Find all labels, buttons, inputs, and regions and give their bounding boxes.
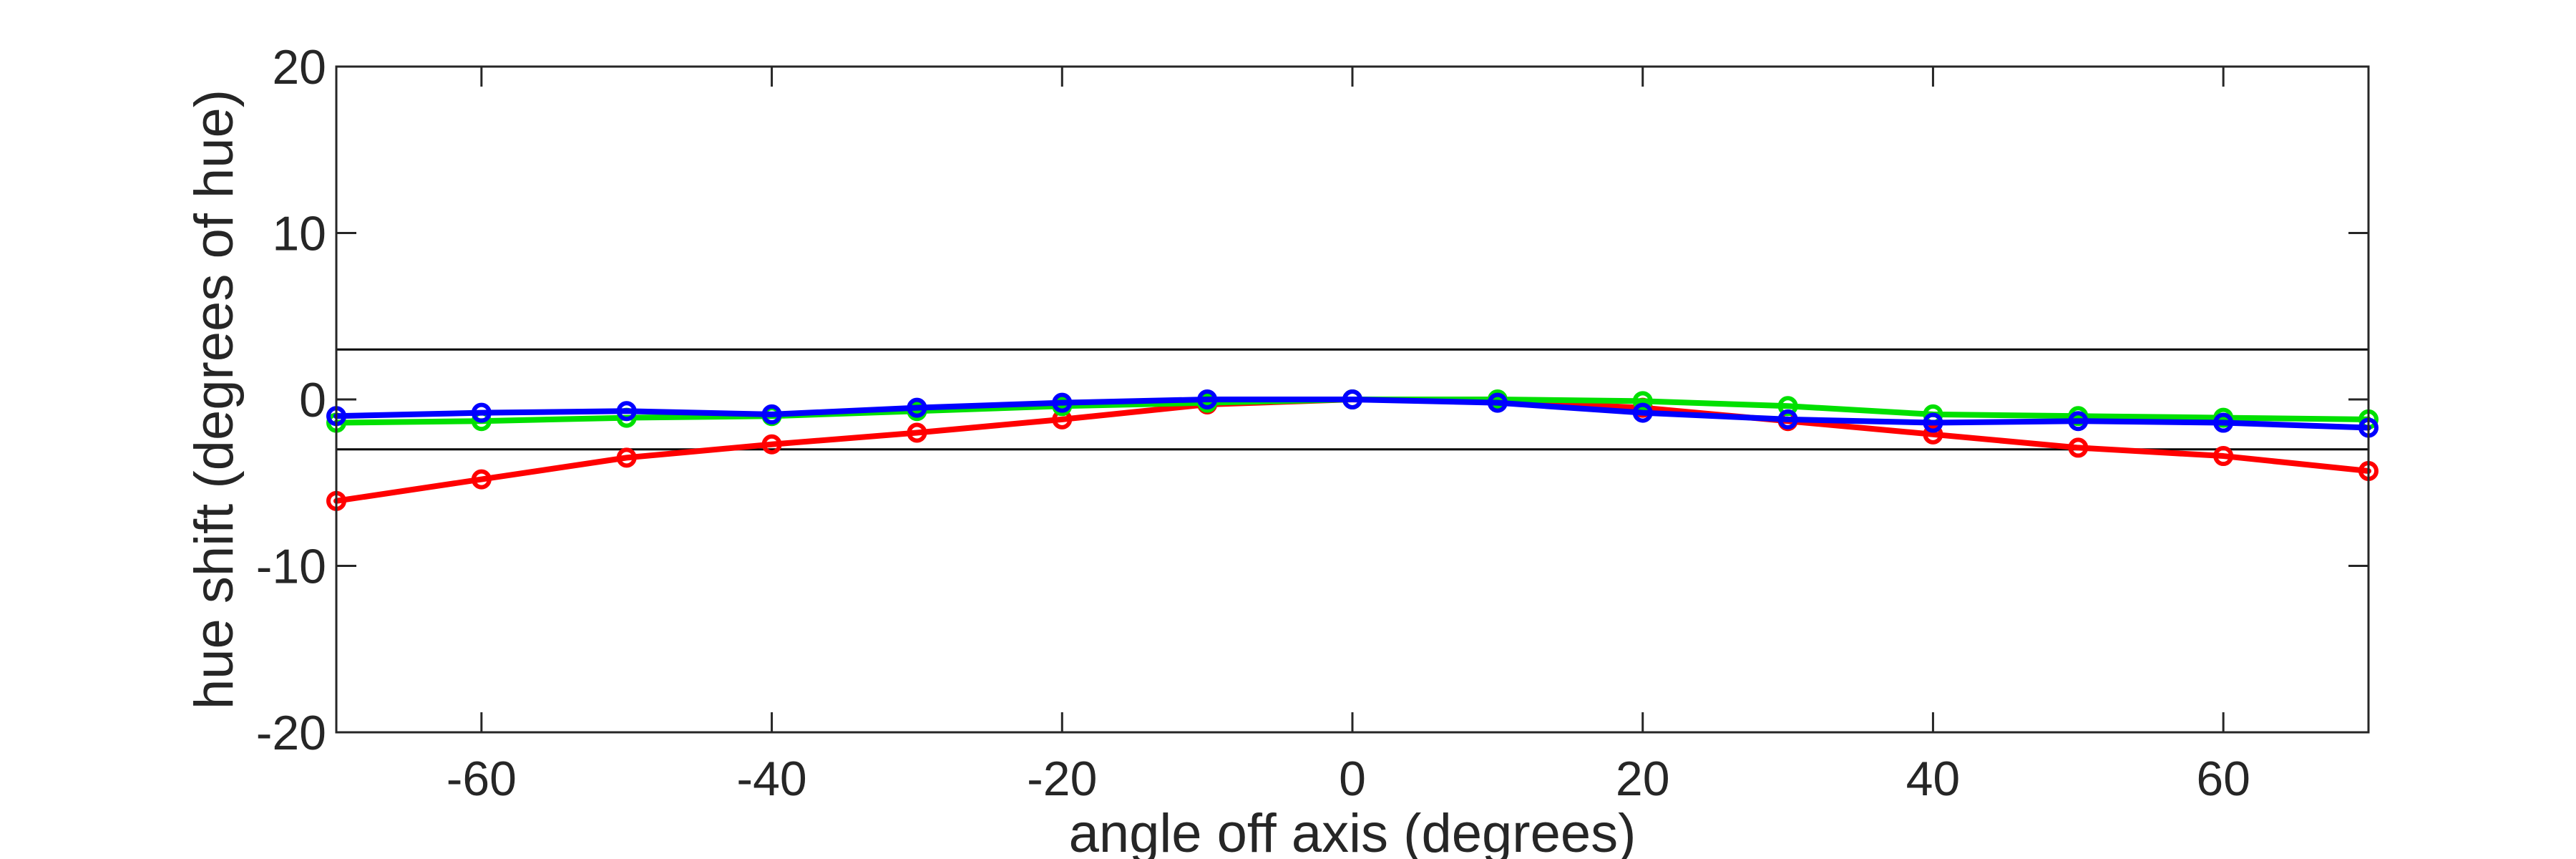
data-point <box>471 402 492 423</box>
data-point <box>2068 411 2089 432</box>
series-2 <box>326 389 2379 438</box>
x-tick-label: -20 <box>1027 752 1097 806</box>
data-point <box>616 447 637 468</box>
x-tick-label: 60 <box>2196 752 2250 806</box>
x-tick-label: 0 <box>1339 752 1366 806</box>
x-tick-label: 40 <box>1906 752 1961 806</box>
data-point <box>2213 446 2234 467</box>
axis-ticks <box>336 65 2368 734</box>
data-point <box>1487 392 1508 413</box>
series-line <box>333 397 2371 431</box>
tick-labels: -60 -40 -20 0 20 40 60 -20 -10 0 10 20 <box>256 40 2250 806</box>
data-point <box>761 404 782 424</box>
y-tick-label: -20 <box>256 706 326 760</box>
data-point <box>1632 402 1653 423</box>
data-point <box>1052 392 1073 413</box>
data-point <box>1342 389 1362 409</box>
data-point <box>1777 396 1798 417</box>
y-tick-label: -10 <box>256 540 326 594</box>
data-point <box>1777 409 1798 430</box>
x-axis-label: angle off axis (degrees) <box>1069 803 1636 859</box>
data-point <box>1923 412 1943 433</box>
x-tick-label: -40 <box>736 752 806 806</box>
y-tick-label: 10 <box>272 207 326 261</box>
data-point <box>2068 437 2089 458</box>
y-tick-label: 20 <box>272 40 326 94</box>
data-point <box>761 434 782 455</box>
data-point <box>1632 391 1653 412</box>
data-point <box>907 397 927 418</box>
y-tick-label: 0 <box>299 373 326 427</box>
data-point <box>616 401 637 422</box>
reference-lines <box>336 348 2368 451</box>
data-point <box>1197 389 1218 409</box>
y-axis-label: hue shift (degrees of hue) <box>184 89 245 709</box>
data-point <box>1923 424 1943 445</box>
data-point <box>2213 412 2234 433</box>
data-point <box>907 422 927 443</box>
x-tick-label: -60 <box>447 752 517 806</box>
data-point <box>471 469 492 490</box>
x-tick-label: 20 <box>1616 752 1670 806</box>
